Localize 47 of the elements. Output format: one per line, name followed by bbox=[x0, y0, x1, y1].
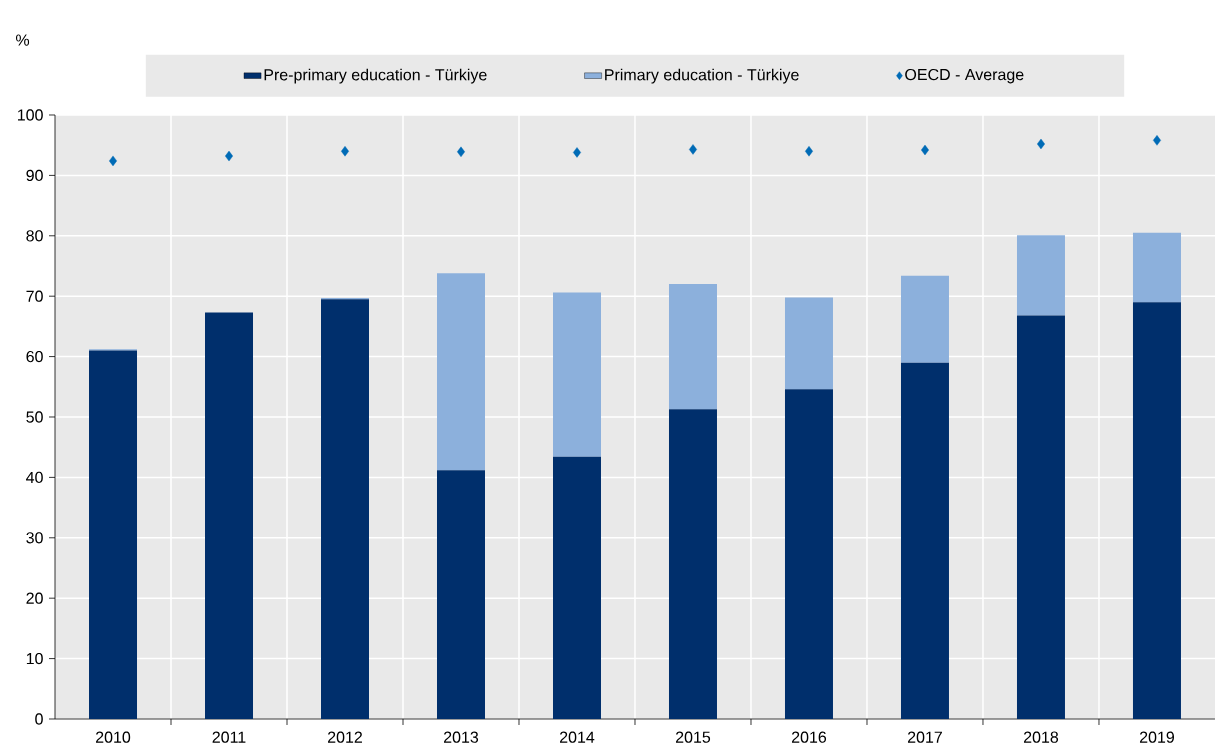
bar bbox=[89, 350, 138, 719]
bar bbox=[437, 273, 485, 471]
y-tick-label: 50 bbox=[26, 411, 43, 423]
bar bbox=[1132, 232, 1181, 303]
x-tick-label: 2019 bbox=[1139, 731, 1175, 743]
point bbox=[341, 146, 349, 157]
point bbox=[805, 146, 813, 157]
bar bbox=[900, 362, 949, 719]
y-tick-label: 90 bbox=[26, 169, 43, 182]
x-tick-label: 2010 bbox=[96, 731, 131, 743]
x-tick-label: 2013 bbox=[444, 731, 479, 743]
bar bbox=[668, 409, 717, 719]
x-tick-label: 2012 bbox=[328, 731, 362, 743]
y-tick-label: 0 bbox=[35, 713, 43, 725]
bar bbox=[321, 299, 369, 719]
bar bbox=[553, 456, 601, 719]
x-tick-label: 2015 bbox=[675, 731, 711, 743]
y-tick-label: 40 bbox=[26, 471, 43, 484]
x-tick-label: 2017 bbox=[907, 731, 942, 743]
bar bbox=[205, 312, 254, 719]
y-tick-label: 10 bbox=[26, 652, 43, 665]
bar bbox=[668, 284, 717, 410]
bar bbox=[553, 292, 601, 457]
bar bbox=[1016, 235, 1065, 316]
y-axis-title: % bbox=[15, 34, 30, 46]
legend-label: OECD - Average bbox=[905, 68, 1024, 84]
x-tick-label: 2011 bbox=[212, 731, 246, 743]
y-tick-label: 60 bbox=[26, 350, 43, 363]
y-tick-label: 70 bbox=[26, 290, 43, 302]
x-tick-label: 2018 bbox=[1023, 731, 1059, 743]
bar bbox=[1016, 315, 1065, 719]
y-tick-label: 30 bbox=[26, 532, 43, 544]
legend-label: Pre-primary education - Türkiye bbox=[264, 68, 487, 84]
y-tick-label: 80 bbox=[26, 230, 43, 242]
point bbox=[573, 147, 581, 158]
bar bbox=[437, 470, 485, 719]
x-tick-label: 2014 bbox=[560, 731, 595, 743]
bar bbox=[784, 389, 833, 719]
bar bbox=[1132, 302, 1181, 719]
bar bbox=[784, 297, 833, 390]
x-tick-label: 2016 bbox=[791, 731, 827, 743]
point bbox=[689, 144, 697, 155]
legend-label: Primary education - Türkiye bbox=[605, 68, 799, 84]
y-tick-label: 20 bbox=[26, 592, 43, 604]
bar bbox=[900, 275, 949, 363]
point bbox=[1153, 135, 1161, 146]
y-tick-label: 100 bbox=[18, 109, 43, 121]
